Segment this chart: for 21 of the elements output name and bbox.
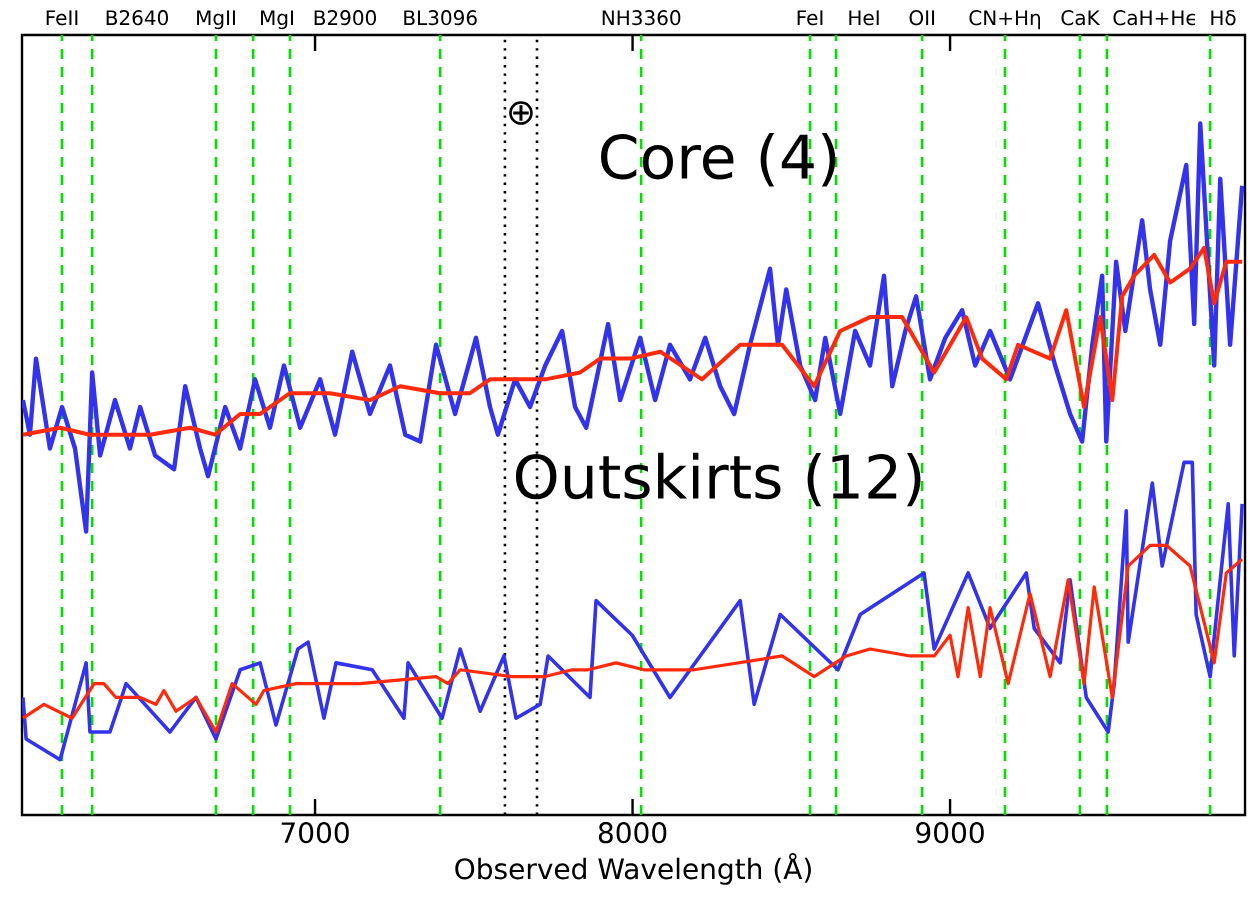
ref-line-label: CaH+Hϵ: [1113, 10, 1196, 26]
ref-line-label: BL3096: [404, 10, 477, 26]
ref-line-label: HeI: [849, 10, 879, 26]
ref-line-label: Hδ: [1211, 10, 1236, 26]
x-tick-label: 7000: [281, 822, 349, 844]
annotation: Outskirts (12): [515, 452, 921, 507]
ref-line-label: FeII: [46, 10, 78, 26]
ref-line-label: NH3360: [602, 10, 681, 26]
ref-line-label: CaK: [1061, 10, 1101, 26]
ref-line-label: FeI: [797, 10, 823, 26]
ref-line-label: B2900: [314, 10, 376, 26]
x-tick-label: 8000: [598, 822, 667, 844]
annotation: Core (4): [601, 133, 836, 187]
ref-line-label: MgII: [197, 10, 235, 30]
ref-line-label: OII: [909, 10, 935, 26]
x-axis-title: Observed Wavelength (Å): [455, 852, 811, 885]
annotation: ⊕: [509, 101, 533, 125]
ref-line-label: B2640: [106, 10, 168, 26]
x-tick-label: 9000: [916, 822, 984, 844]
ref-line-label: CN+Hη: [969, 10, 1041, 30]
ref-line-label: MgI: [261, 10, 293, 30]
